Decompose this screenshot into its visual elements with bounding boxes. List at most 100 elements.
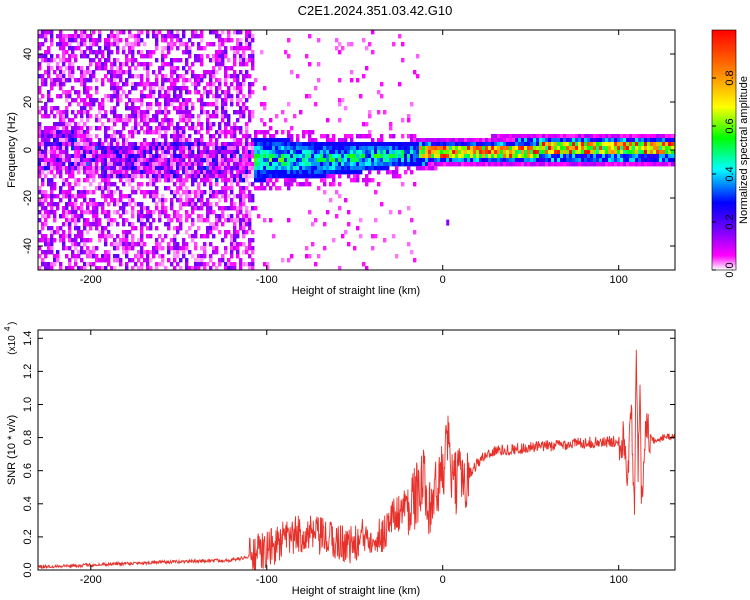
spectrogram-cell (287, 134, 291, 139)
spectrogram-cell (62, 46, 66, 51)
spectrogram-cell (176, 86, 180, 91)
spectrogram-cell (308, 158, 312, 163)
spectrogram-cell (119, 158, 123, 163)
spectrogram-cell (125, 154, 129, 159)
spectrogram-cell (185, 138, 189, 143)
spectrogram-cell (278, 138, 282, 143)
spectrogram-cell (242, 150, 246, 155)
spectrogram-cell (638, 142, 642, 147)
spectrogram-cell (218, 258, 222, 263)
spectrogram-cell (116, 158, 120, 163)
spectrogram-cell (338, 50, 342, 55)
spectrogram-cell (587, 162, 591, 167)
spectrogram-cell (290, 134, 294, 139)
spectrogram-cell (89, 150, 93, 155)
spectrogram-cell (218, 190, 222, 195)
spectrogram-cell (56, 34, 60, 39)
spectrogram-cell (155, 126, 159, 131)
spectrogram-cell (182, 246, 186, 251)
spectrogram-cell (44, 134, 48, 139)
spectrogram-cell (326, 150, 330, 155)
spectrogram-cell (113, 86, 117, 91)
spectrogram-cell (47, 62, 51, 67)
spectrogram-cell (38, 134, 42, 139)
spectrogram-cell (62, 190, 66, 195)
spectrogram-cell (230, 162, 234, 167)
spectrogram-cell (659, 154, 663, 159)
spectrogram-cell (353, 170, 357, 175)
spectrogram-cell (266, 138, 270, 143)
spectrogram-cell (113, 266, 117, 270)
spectrogram-cell (221, 206, 225, 211)
spectrogram-cell (113, 218, 117, 223)
spectrogram-cell (110, 162, 114, 167)
spectrogram-cell (188, 38, 192, 43)
spectrogram-cell (569, 138, 573, 143)
spectrogram-cell (230, 266, 234, 270)
spectrogram-cell (38, 62, 42, 67)
spectrogram-cell (41, 58, 45, 63)
spectrogram-cell (209, 190, 213, 195)
spectrogram-cell (176, 254, 180, 259)
spectrogram-cell (116, 222, 120, 227)
spectrogram-cell (560, 146, 564, 151)
spectrogram-cell (200, 102, 204, 107)
spectrogram-cell (224, 166, 228, 171)
spectrogram-cell (188, 158, 192, 163)
spectrogram-cell (311, 242, 315, 247)
spectrogram-cell (230, 182, 234, 187)
spectrogram-cell (455, 162, 459, 167)
spectrogram-cell (248, 54, 252, 59)
spectrogram-cell (248, 34, 252, 39)
spectrogram-cell (215, 34, 219, 39)
spectrogram-cell (371, 166, 375, 171)
spectrogram-cell (251, 114, 255, 119)
spectrogram-cell (377, 158, 381, 163)
spectrogram-cell (164, 54, 168, 59)
spectrogram-cell (332, 238, 336, 243)
spectrogram-cell (218, 54, 222, 59)
spectrogram-cell (173, 174, 177, 179)
spectrogram-cell (47, 242, 51, 247)
spectrogram-cell (239, 70, 243, 75)
spectrogram-cell (65, 218, 69, 223)
spectrogram-cell (56, 150, 60, 155)
spectrogram-cell (146, 210, 150, 215)
spectrogram-cell (173, 266, 177, 270)
spectrogram-cell (245, 38, 249, 43)
spectrogram-cell (449, 138, 453, 143)
spectrogram-cell (122, 126, 126, 131)
spectrogram-cell (620, 138, 624, 143)
spectrogram-cell (41, 150, 45, 155)
spectrogram-cell (311, 146, 315, 151)
spectrogram-cell (215, 222, 219, 227)
spectrogram-cell (155, 158, 159, 163)
spectrogram-cell (107, 154, 111, 159)
spectrogram-cell (149, 158, 153, 163)
spectrogram-cell (152, 34, 156, 39)
spectrogram-cell (233, 178, 237, 183)
spectrogram-cell (215, 110, 219, 115)
spectrogram-cell (308, 94, 312, 99)
spectrogram-cell (305, 246, 309, 251)
spectrogram-cell (101, 186, 105, 191)
spectrogram-cell (62, 90, 66, 95)
spectrogram-cell (95, 62, 99, 67)
spectrogram-cell (164, 158, 168, 163)
spectrogram-cell (62, 234, 66, 239)
spectrogram-cell (551, 150, 555, 155)
spectrogram-cell (116, 50, 120, 55)
spectrogram-cell (338, 150, 342, 155)
spectrogram-cell (68, 266, 72, 270)
spectrogram-cell (170, 206, 174, 211)
spectrogram-cell (155, 142, 159, 147)
spectrogram-cell (95, 266, 99, 270)
spectrogram-cell (182, 130, 186, 135)
spectrogram-cell (188, 194, 192, 199)
spectrogram-cell (167, 222, 171, 227)
spectrogram-cell (224, 206, 228, 211)
spectrogram-cell (404, 146, 408, 151)
spectrogram-cell (281, 146, 285, 151)
spectrogram-cell (557, 142, 561, 147)
spectrogram-cell (425, 154, 429, 159)
